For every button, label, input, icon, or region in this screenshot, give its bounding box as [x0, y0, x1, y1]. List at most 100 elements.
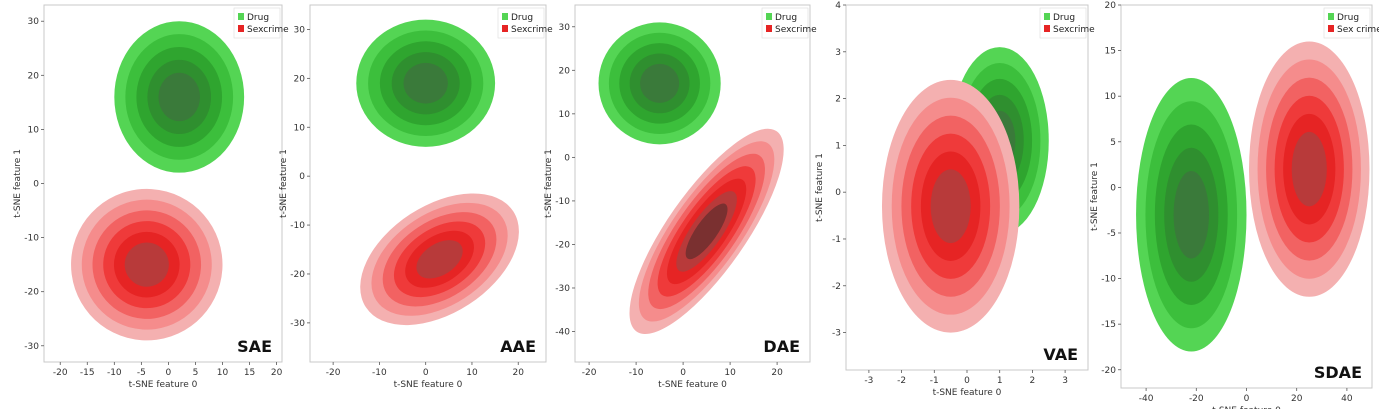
- legend-label: Drug: [1053, 13, 1075, 23]
- legend-label: Sexcrime: [775, 25, 817, 35]
- panel-aae: -20 -10 0 10 20 -30 -20 -10 0 10 20 30 t-SNE feature…: [279, 4, 553, 390]
- y-tick-label: 5: [1110, 138, 1116, 148]
- x-tick-label: -10: [629, 368, 644, 378]
- y-tick-label: -30: [290, 319, 305, 329]
- y-tick-label: 15: [1105, 47, 1116, 57]
- model-tag: SAE: [237, 337, 272, 356]
- y-tick-label: -30: [24, 342, 39, 352]
- x-tick-label: -3: [864, 376, 873, 386]
- x-tick-label: 0: [1244, 394, 1250, 404]
- legend-label: Sexcrime: [1053, 25, 1095, 35]
- x-tick-label: -15: [80, 368, 95, 378]
- legend-swatch: [1044, 13, 1050, 20]
- x-tick-label: -1: [930, 376, 939, 386]
- y-tick-label: 10: [294, 123, 306, 133]
- density-sexcrime: [360, 193, 519, 326]
- x-tick-label: 5: [193, 368, 199, 378]
- y-axis-label: t-SNE feature 1: [13, 149, 23, 218]
- x-tick-label: 10: [724, 368, 736, 378]
- y-tick-label: 20: [294, 74, 306, 84]
- legend-swatch: [238, 25, 244, 32]
- x-tick-label: -20: [582, 368, 597, 378]
- density-level: [158, 72, 200, 122]
- y-tick-label: -1: [832, 235, 841, 245]
- x-tick-label: 0: [423, 368, 429, 378]
- legend: Drug Sexcrime: [497, 7, 553, 39]
- x-axis-label: t-SNE feature 0: [1212, 406, 1281, 409]
- y-tick-label: 4: [835, 1, 841, 11]
- x-tick-label: -20: [1189, 394, 1204, 404]
- legend-swatch: [238, 13, 244, 20]
- x-tick-label: 3: [1062, 376, 1068, 386]
- y-tick-label: 10: [1105, 92, 1117, 102]
- y-tick-label: 20: [1105, 1, 1117, 11]
- y-tick-label: 0: [835, 188, 841, 198]
- legend-swatch: [1044, 25, 1050, 32]
- x-tick-label: -20: [53, 368, 68, 378]
- legend-swatch: [1328, 13, 1334, 20]
- density-level: [685, 203, 728, 260]
- panel-vae: -3 -2 -1 0 1 2 3 -3 -2 -1 0 1 2 3 4 t-SNE feature 0 t-SN…: [815, 1, 1095, 398]
- y-tick-label: 20: [28, 71, 40, 81]
- legend-label: Drug: [775, 13, 797, 23]
- density-level: [640, 63, 680, 103]
- y-tick-label: 30: [559, 23, 571, 33]
- x-axis-label: t-SNE feature 0: [658, 380, 727, 390]
- x-tick-label: 20: [1291, 394, 1303, 404]
- y-tick-label: 1: [835, 141, 841, 151]
- y-tick-label: -10: [1101, 275, 1116, 285]
- legend-label: Sexcrime: [511, 25, 553, 35]
- density-level: [403, 62, 448, 104]
- model-tag: VAE: [1043, 345, 1078, 364]
- x-tick-label: -2: [897, 376, 906, 386]
- y-tick-label: -15: [1101, 320, 1116, 330]
- density-drug: [114, 21, 245, 173]
- y-axis-label: t-SNE feature 1: [279, 149, 289, 218]
- y-tick-label: 30: [28, 17, 40, 27]
- y-tick-label: -30: [555, 284, 570, 294]
- y-tick-label: -3: [832, 329, 841, 339]
- y-tick-label: -10: [555, 197, 570, 207]
- x-tick-label: 0: [680, 368, 686, 378]
- y-tick-label: -10: [290, 221, 305, 231]
- legend-label: Drug: [247, 13, 269, 23]
- x-tick-label: 10: [466, 368, 478, 378]
- x-tick-label: -10: [372, 368, 387, 378]
- x-tick-label: 0: [166, 368, 172, 378]
- density-level: [930, 169, 971, 244]
- legend: Drug Sexcrime: [233, 7, 289, 39]
- y-axis-label: t-SNE feature 1: [1090, 162, 1100, 231]
- x-tick-label: -40: [1139, 394, 1154, 404]
- x-tick-label: 40: [1341, 394, 1353, 404]
- y-tick-label: -20: [555, 240, 570, 250]
- density-sexcrime: [71, 188, 223, 341]
- y-tick-label: 30: [294, 25, 306, 35]
- x-tick-label: -20: [326, 368, 341, 378]
- density-level: [416, 240, 463, 279]
- x-tick-label: 15: [244, 368, 255, 378]
- legend-swatch: [766, 25, 772, 32]
- panel-dae: -20 -10 0 10 20 -40 -30 -20 -10 0 10 20 30 t-SNE feat…: [544, 4, 817, 390]
- density-sexcrime: [881, 79, 1020, 333]
- x-tick-label: 20: [271, 368, 283, 378]
- y-tick-label: 10: [28, 125, 40, 135]
- x-axis-label: t-SNE feature 0: [129, 380, 198, 390]
- x-tick-label: -10: [107, 368, 122, 378]
- y-tick-label: 0: [299, 172, 305, 182]
- y-tick-label: 0: [564, 153, 570, 163]
- legend-swatch: [502, 25, 508, 32]
- y-tick-label: 10: [559, 110, 571, 120]
- y-axis-label: t-SNE feature 1: [544, 149, 554, 218]
- density-drug: [1136, 77, 1247, 352]
- density-sexcrime: [629, 128, 784, 334]
- density-level: [124, 242, 169, 287]
- density-sex-crime: [1249, 41, 1370, 297]
- density-level: [1291, 131, 1327, 207]
- model-tag: SDAE: [1314, 363, 1362, 382]
- y-tick-label: 3: [835, 48, 841, 58]
- legend-label: Sex crime: [1337, 25, 1379, 35]
- x-axis-label: t-SNE feature 0: [933, 388, 1002, 398]
- y-tick-label: -20: [1101, 366, 1116, 376]
- density-drug: [598, 22, 721, 145]
